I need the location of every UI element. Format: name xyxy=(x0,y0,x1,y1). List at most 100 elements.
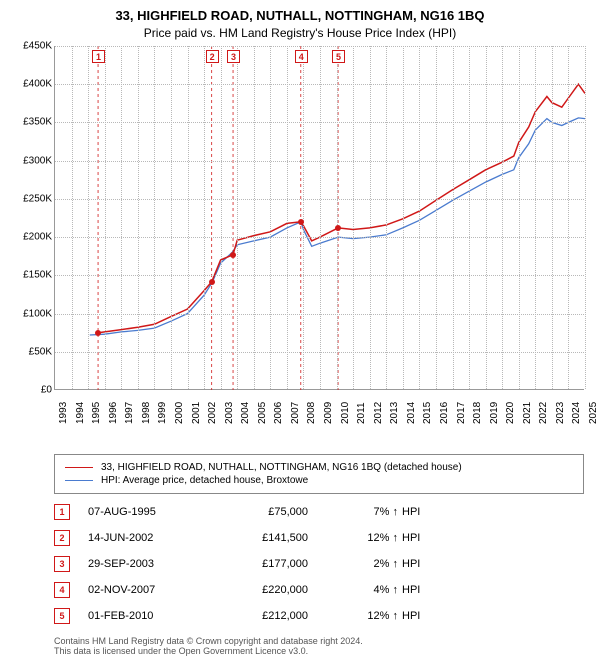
chart-subtitle: Price paid vs. HM Land Registry's House … xyxy=(10,26,590,40)
marker-point-4 xyxy=(298,219,304,225)
gridline-v xyxy=(188,46,189,389)
x-tick-label: 2015 xyxy=(422,394,433,424)
event-row: 501-FEB-2010£212,00012% ↑HPI xyxy=(54,608,584,624)
x-tick-label: 2005 xyxy=(257,394,268,424)
gridline-v xyxy=(221,46,222,389)
x-tick-label: 1994 xyxy=(75,394,86,424)
event-marker: 5 xyxy=(54,608,70,624)
x-tick-label: 2013 xyxy=(389,394,400,424)
x-tick-label: 2017 xyxy=(456,394,467,424)
legend-item: 33, HIGHFIELD ROAD, NUTHALL, NOTTINGHAM,… xyxy=(65,462,573,473)
y-tick-label: £250K xyxy=(10,193,52,204)
gridline-v xyxy=(353,46,354,389)
x-tick-label: 1998 xyxy=(141,394,152,424)
x-tick-label: 2009 xyxy=(323,394,334,424)
y-tick-label: £50K xyxy=(10,346,52,357)
gridline-v xyxy=(303,46,304,389)
legend-swatch xyxy=(65,467,93,468)
x-tick-label: 2001 xyxy=(191,394,202,424)
y-tick-label: £300K xyxy=(10,155,52,166)
gridline-v xyxy=(403,46,404,389)
gridline-v xyxy=(204,46,205,389)
marker-point-5 xyxy=(335,225,341,231)
gridline-v xyxy=(436,46,437,389)
marker-box-3: 3 xyxy=(227,50,240,63)
x-tick-label: 2010 xyxy=(340,394,351,424)
legend-label: 33, HIGHFIELD ROAD, NUTHALL, NOTTINGHAM,… xyxy=(101,462,462,473)
event-suffix: HPI xyxy=(402,532,420,544)
x-tick-label: 2012 xyxy=(373,394,384,424)
event-row: 2 14-JUN-2002£141,500 12% ↑ HPI xyxy=(54,530,584,546)
event-price: £141,500 xyxy=(208,532,308,544)
marker-box-1: 1 xyxy=(92,50,105,63)
y-tick-label: £100K xyxy=(10,308,52,319)
event-date: 29-SEP-2003 xyxy=(88,558,208,570)
plot-area: £0£50K£100K£150K£200K£250K£300K£350K£400… xyxy=(54,46,584,390)
events-table: 107-AUG-1995£75,0007% ↑HPI214-JUN-2002£1… xyxy=(54,504,584,624)
gridline-v xyxy=(568,46,569,389)
x-tick-label: 2000 xyxy=(174,394,185,424)
event-pct: 12% ↑ xyxy=(318,532,398,544)
gridline-v xyxy=(535,46,536,389)
y-tick-label: £150K xyxy=(10,270,52,281)
gridline-v xyxy=(370,46,371,389)
event-marker: 2 xyxy=(54,530,70,546)
event-suffix: HPI xyxy=(402,610,420,622)
legend: 33, HIGHFIELD ROAD, NUTHALL, NOTTINGHAM,… xyxy=(54,454,584,494)
gridline-v xyxy=(386,46,387,389)
x-tick-label: 2007 xyxy=(290,394,301,424)
gridline-v xyxy=(138,46,139,389)
legend-item: HPI: Average price, detached house, Brox… xyxy=(65,475,573,486)
marker-box-5: 5 xyxy=(332,50,345,63)
y-tick-label: £0 xyxy=(10,385,52,396)
x-tick-label: 1997 xyxy=(124,394,135,424)
gridline-v xyxy=(171,46,172,389)
marker-point-2 xyxy=(209,279,215,285)
chart-title: 33, HIGHFIELD ROAD, NUTHALL, NOTTINGHAM,… xyxy=(10,8,590,23)
x-tick-label: 2021 xyxy=(522,394,533,424)
event-marker: 3 xyxy=(54,556,70,572)
event-pct: 4% ↑ xyxy=(318,584,398,596)
gridline-v xyxy=(254,46,255,389)
x-tick-label: 2006 xyxy=(273,394,284,424)
event-price: £212,000 xyxy=(208,610,308,622)
marker-box-4: 4 xyxy=(295,50,308,63)
event-price: £220,000 xyxy=(208,584,308,596)
event-marker: 1 xyxy=(54,504,70,520)
gridline-v xyxy=(121,46,122,389)
x-tick-label: 2004 xyxy=(240,394,251,424)
x-tick-label: 2019 xyxy=(489,394,500,424)
x-tick-label: 2024 xyxy=(571,394,582,424)
x-tick-label: 2018 xyxy=(472,394,483,424)
footer-line1: Contains HM Land Registry data © Crown c… xyxy=(54,636,590,646)
x-tick-label: 1996 xyxy=(108,394,119,424)
x-tick-label: 1995 xyxy=(91,394,102,424)
x-tick-label: 2023 xyxy=(555,394,566,424)
event-date: 01-FEB-2010 xyxy=(88,610,208,622)
event-suffix: HPI xyxy=(402,584,420,596)
x-tick-label: 2002 xyxy=(207,394,218,424)
gridline-v xyxy=(270,46,271,389)
gridline-v xyxy=(105,46,106,389)
gridline-v xyxy=(585,46,586,389)
x-tick-label: 2011 xyxy=(356,394,367,424)
x-tick-label: 1993 xyxy=(58,394,69,424)
y-tick-label: £350K xyxy=(10,117,52,128)
marker-point-3 xyxy=(230,252,236,258)
event-price: £177,000 xyxy=(208,558,308,570)
gridline-v xyxy=(72,46,73,389)
event-date: 07-AUG-1995 xyxy=(88,506,208,518)
event-pct: 7% ↑ xyxy=(318,506,398,518)
event-date: 14-JUN-2002 xyxy=(88,532,208,544)
chart-area: £0£50K£100K£150K£200K£250K£300K£350K£400… xyxy=(54,46,590,420)
gridline-v xyxy=(469,46,470,389)
y-tick-label: £400K xyxy=(10,79,52,90)
event-suffix: HPI xyxy=(402,558,420,570)
gridline-v xyxy=(502,46,503,389)
x-tick-label: 2025 xyxy=(588,394,599,424)
gridline-v xyxy=(287,46,288,389)
legend-swatch xyxy=(65,480,93,481)
x-tick-label: 2008 xyxy=(306,394,317,424)
event-pct: 2% ↑ xyxy=(318,558,398,570)
event-row: 3 29-SEP-2003£177,000 2% ↑ HPI xyxy=(54,556,584,572)
